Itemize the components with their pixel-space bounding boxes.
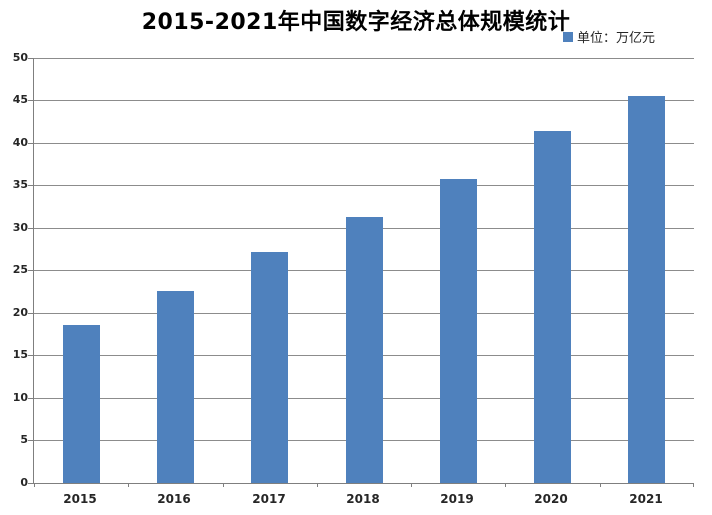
y-axis-label-50: 50	[12, 51, 28, 64]
y-axis-tick	[28, 228, 33, 229]
x-axis-label-2017: 2017	[252, 492, 286, 506]
gridline-35	[34, 185, 694, 186]
y-axis-label-20: 20	[12, 306, 28, 319]
x-axis-tick	[600, 483, 601, 487]
legend: 单位：万亿元	[563, 27, 655, 46]
x-axis-label-2020: 2020	[534, 492, 568, 506]
legend-label: 单位：万亿元	[577, 31, 656, 46]
y-axis-tick	[28, 185, 33, 186]
y-axis-label-15: 15	[12, 348, 28, 361]
x-axis-tick	[34, 483, 35, 487]
y-axis-tick	[28, 313, 33, 314]
y-axis-tick	[28, 58, 33, 59]
gridline-40	[34, 143, 694, 144]
y-axis-tick	[28, 398, 33, 399]
y-axis-label-35: 35	[12, 178, 28, 191]
x-axis-tick	[317, 483, 318, 487]
y-axis-label-10: 10	[12, 391, 28, 404]
y-axis-tick	[28, 143, 33, 144]
x-axis-tick	[505, 483, 506, 487]
bar-2019	[440, 179, 477, 483]
x-axis-tick	[411, 483, 412, 487]
plot-area	[28, 58, 694, 487]
bar-2015	[63, 325, 100, 483]
gridline-50	[34, 58, 694, 59]
y-axis-tick	[28, 483, 33, 484]
x-axis-label-2018: 2018	[346, 492, 380, 506]
y-axis-label-5: 5	[20, 433, 28, 446]
y-axis-tick	[28, 100, 33, 101]
x-axis-label-2015: 2015	[63, 492, 97, 506]
bar-2020	[534, 131, 571, 483]
bar-2021	[628, 96, 665, 483]
gridline-45	[34, 100, 694, 101]
y-axis-label-40: 40	[12, 136, 28, 149]
bar-2017	[251, 252, 288, 483]
chart-title: 2015-2021年中国数字经济总体规模统计	[141, 10, 571, 35]
bar-2016	[157, 291, 194, 483]
bar-2018	[346, 217, 383, 483]
y-axis-tick	[28, 270, 33, 271]
x-axis-label-2016: 2016	[157, 492, 191, 506]
y-axis-tick	[28, 355, 33, 356]
x-axis-tick	[128, 483, 129, 487]
x-axis-label-2021: 2021	[629, 492, 663, 506]
y-axis-label-30: 30	[12, 221, 28, 234]
x-axis-label-2019: 2019	[440, 492, 474, 506]
y-axis-tick	[28, 440, 33, 441]
y-axis-label-45: 45	[12, 93, 28, 106]
y-axis-label-25: 25	[12, 263, 28, 276]
y-axis-label-0: 0	[20, 476, 28, 489]
legend-square-icon	[563, 31, 573, 42]
x-axis-tick	[693, 483, 694, 487]
x-axis-tick	[223, 483, 224, 487]
